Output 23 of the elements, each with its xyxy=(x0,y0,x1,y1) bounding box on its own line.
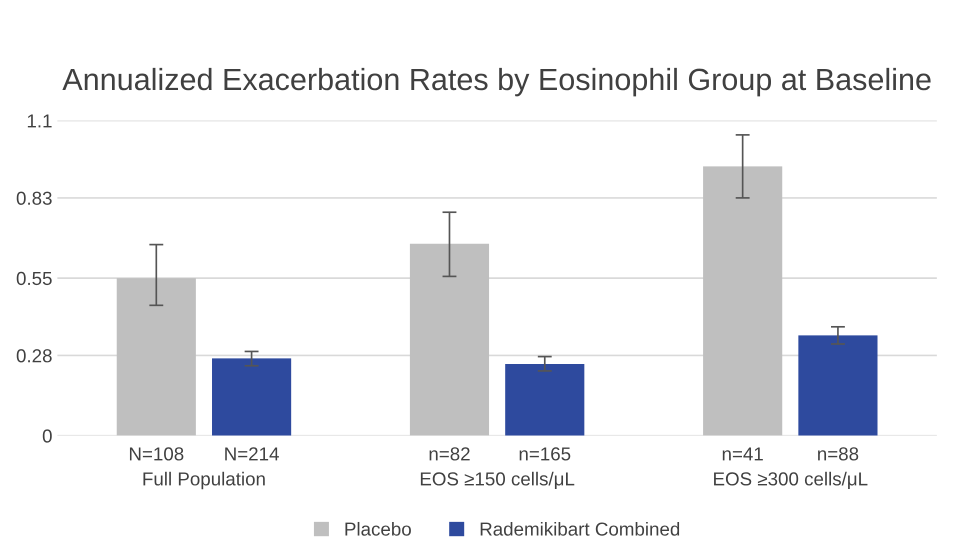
legend-label: Placebo xyxy=(345,522,411,536)
bar xyxy=(116,278,196,436)
text: n=82 xyxy=(430,447,470,461)
bar xyxy=(505,364,584,436)
bar xyxy=(410,244,490,436)
y-tick-label: 0.55 xyxy=(16,272,52,286)
chart-title: Annualized Exacerbation Rates by Eosinophil Group at Baseline xyxy=(62,68,931,96)
x-tick-label: EOS ≥300 cells/μL xyxy=(714,472,868,489)
y-tick-label: 0.28 xyxy=(16,349,52,362)
y-tick-label: 1.1 xyxy=(28,114,52,128)
x-tick-label: EOS ≥150 cells/μL xyxy=(420,472,574,489)
y-tick-label: 0.83 xyxy=(16,192,52,205)
text: n=88 xyxy=(818,447,858,461)
text: N=214 xyxy=(225,447,279,460)
bar xyxy=(798,335,878,436)
bar xyxy=(703,166,782,436)
text: n=165 xyxy=(520,447,570,461)
bar xyxy=(212,358,292,436)
x-tick-label: Full Population xyxy=(143,472,265,490)
legend-label: Rademikibart Combined xyxy=(480,522,680,536)
y-tick-label: 0 xyxy=(42,429,52,443)
text: N=108 xyxy=(130,447,184,461)
text: n=41 xyxy=(722,447,763,460)
